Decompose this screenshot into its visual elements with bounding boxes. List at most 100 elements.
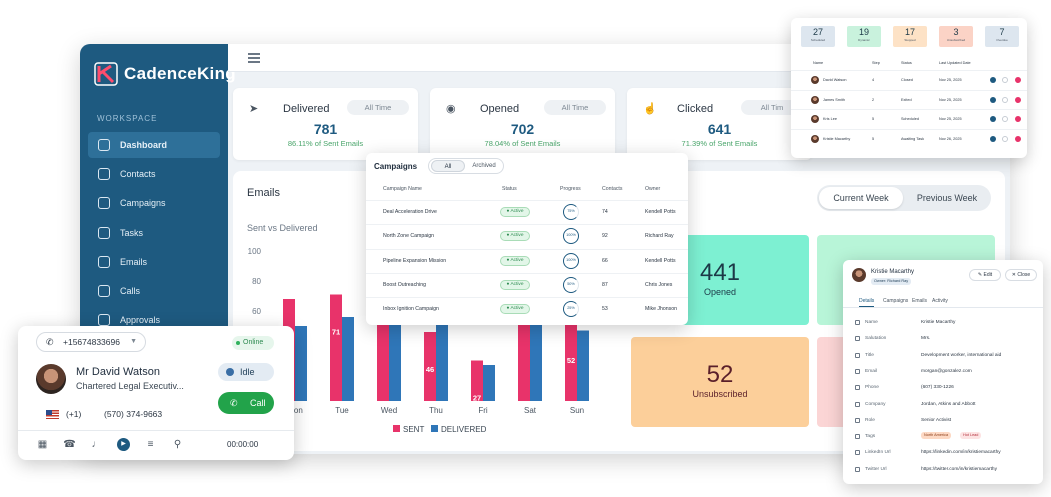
delete-icon[interactable] [1015, 77, 1021, 83]
table-row[interactable]: Deal Acceleration Drive ● Active 75% 74 … [366, 200, 688, 224]
kpi-dynamic[interactable]: 19 Dynamic [847, 26, 881, 47]
legend-label: DELIVERED [441, 425, 487, 434]
sidebar-item-emails[interactable]: Emails [88, 249, 220, 275]
eye-icon: ◉ [446, 103, 456, 115]
table-row[interactable]: North Zone Campaign ● Active 100% 92 Ric… [366, 224, 688, 248]
location-icon[interactable]: ⚲ [173, 439, 182, 450]
stat-title: Clicked [677, 103, 714, 115]
table-row[interactable]: Kristie Macarthy 5 Awaiting Task Nov 26,… [791, 128, 1027, 147]
toggle-icon[interactable] [1002, 77, 1008, 83]
tab-archived[interactable]: Archived [472, 163, 496, 169]
avatar [852, 268, 866, 282]
tab-details[interactable]: Details [859, 298, 875, 307]
range-select[interactable]: All Time [544, 100, 606, 115]
logo[interactable]: CadenceKing [94, 62, 236, 86]
bar-delivered[interactable] [483, 365, 495, 401]
legend-swatch [431, 425, 438, 432]
calculator-icon[interactable]: ▦ [37, 439, 48, 450]
bar-sent[interactable] [424, 332, 436, 401]
range-select[interactable]: All Tim [741, 100, 803, 115]
tag[interactable]: Hot Lead [960, 432, 982, 440]
tab-campaigns[interactable]: Campaigns [883, 298, 909, 304]
availability-select[interactable]: Idle [218, 363, 274, 381]
close-button[interactable]: ✕ Close [1005, 269, 1037, 281]
view-icon[interactable] [990, 77, 996, 83]
hangup-icon[interactable]: ☎ [63, 439, 76, 450]
toggle-icon[interactable] [1002, 135, 1008, 142]
field-value: Development worker, international aid [921, 352, 1002, 358]
phone-number-display: (570) 374-9663 [104, 409, 163, 419]
current-week-button[interactable]: Current Week [819, 187, 903, 209]
table-row[interactable]: James Smith 2 Exited Nov 25, 2025 [791, 89, 1027, 108]
bar-sent[interactable] [330, 294, 342, 402]
tag[interactable]: North America [921, 432, 952, 440]
campaign-name: Deal Acceleration Drive [383, 209, 437, 215]
toggle-icon[interactable] [1002, 116, 1008, 122]
avatar [811, 95, 819, 104]
edit-button[interactable]: ✎ Edit [969, 269, 1001, 281]
table-row[interactable]: Boost Outreaching ● Active 50% 87 Chris … [366, 272, 688, 297]
stat-value: 781 [313, 121, 338, 137]
field-value: Senior Activist [921, 417, 952, 423]
sidebar-item-label: Campaigns [120, 198, 166, 209]
status-label: Active [510, 257, 524, 263]
table-row[interactable]: Inbox Ignition Campaign ● Active 25% 53 … [366, 297, 688, 321]
bar-delivered[interactable] [342, 317, 354, 401]
tab-activity[interactable]: Activity [932, 298, 948, 304]
tab-emails[interactable]: Emails [912, 298, 928, 304]
mic-icon[interactable]: ♩ [91, 439, 102, 450]
toggle-icon[interactable] [1002, 96, 1008, 103]
col-step: Step [872, 61, 880, 65]
click-icon: ☝ [643, 103, 657, 115]
caller-name: Mr David Watson [76, 366, 160, 378]
table-row[interactable]: Kris Lee 5 Scheduled Nov 25, 2025 [791, 109, 1027, 127]
delete-icon[interactable] [1015, 135, 1021, 142]
users-icon [98, 168, 110, 181]
detail-row-salutation: Salutation Mrs. [843, 333, 1043, 349]
kpi-stopped[interactable]: 17 Stopped [893, 26, 927, 47]
sidebar-item-tasks[interactable]: Tasks [88, 220, 220, 246]
view-icon[interactable] [990, 116, 996, 122]
range-select[interactable]: All Time [347, 100, 409, 115]
bar-sent[interactable] [471, 360, 483, 402]
notes-icon[interactable]: ≡ [147, 439, 154, 450]
view-icon[interactable] [990, 135, 996, 142]
menu-icon[interactable] [248, 53, 260, 63]
table-row[interactable]: David Watson 4 Closed Nov 25, 2025 [791, 70, 1027, 88]
sidebar-item-contacts[interactable]: Contacts [88, 161, 220, 187]
sidebar-item-label: Approvals [120, 315, 161, 326]
call-button[interactable]: ✆ Call [218, 392, 274, 414]
view-icon[interactable] [990, 96, 996, 103]
campaign-contacts: 66 [602, 257, 608, 264]
sidebar-item-campaigns[interactable]: Campaigns [88, 190, 220, 216]
previous-week-button[interactable]: Previous Week [916, 193, 978, 203]
phone-number-select[interactable]: ✆ +15674833696 ▼ [36, 332, 146, 352]
check-icon [98, 314, 110, 327]
contact-name: Kristie Macarthy [871, 269, 915, 275]
chevron-down-icon: ▼ [130, 338, 137, 345]
detail-row-email: Email morgan@gonzalez.com [843, 366, 1043, 382]
play-icon[interactable]: ▶ [117, 438, 130, 451]
bar-delivered[interactable] [436, 311, 448, 401]
bar-sent[interactable] [565, 323, 577, 401]
bar-delivered[interactable] [577, 330, 589, 402]
table-row[interactable]: Pipeline Expansion Mission ● Active 100%… [366, 248, 688, 273]
y-tick-label: 60 [252, 307, 261, 316]
sidebar-item-label: Tasks [120, 227, 144, 238]
x-tick-label: Tue [335, 406, 349, 415]
sidebar-item-approvals[interactable]: Approvals [88, 307, 220, 333]
x-tick-label: Sat [524, 406, 537, 415]
kpi-overdue[interactable]: 7 Overdue [985, 26, 1019, 47]
call-label: Call [250, 398, 266, 408]
stat-card-delivered: ➤ Delivered All Time 781 86.11% of Sent … [233, 88, 418, 160]
delete-icon[interactable] [1015, 116, 1021, 122]
kpi-scheduled[interactable]: 27 Scheduled [801, 26, 835, 47]
status-label: Active [510, 281, 524, 287]
delete-icon[interactable] [1015, 96, 1021, 103]
data-label: 27 [473, 394, 481, 403]
bar-delivered[interactable] [295, 326, 307, 401]
kpi-unsubscribed[interactable]: 3 Unsubscribed [939, 26, 973, 47]
sidebar-item-dashboard[interactable]: Dashboard [88, 132, 220, 158]
sidebar-item-calls[interactable]: Calls [88, 278, 220, 304]
tab-all[interactable]: All [431, 160, 465, 172]
